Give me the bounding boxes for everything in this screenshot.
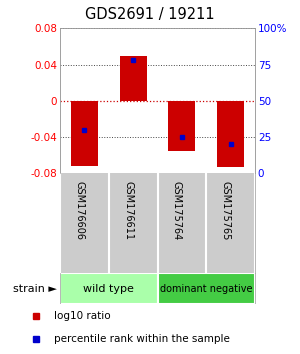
Text: log10 ratio: log10 ratio xyxy=(54,311,111,321)
Bar xyxy=(120,56,146,101)
Text: GSM175765: GSM175765 xyxy=(220,181,231,241)
Bar xyxy=(71,101,98,166)
Text: GDS2691 / 19211: GDS2691 / 19211 xyxy=(85,7,215,22)
Bar xyxy=(217,101,244,167)
Text: dominant negative: dominant negative xyxy=(160,284,253,293)
Bar xyxy=(158,273,255,304)
Text: GSM176606: GSM176606 xyxy=(74,181,84,240)
Text: percentile rank within the sample: percentile rank within the sample xyxy=(54,334,230,344)
Bar xyxy=(60,273,158,304)
Text: GSM176611: GSM176611 xyxy=(123,181,133,240)
Text: strain ►: strain ► xyxy=(13,284,57,293)
Bar xyxy=(169,101,195,151)
Text: GSM175764: GSM175764 xyxy=(172,181,182,241)
Text: wild type: wild type xyxy=(83,284,134,293)
